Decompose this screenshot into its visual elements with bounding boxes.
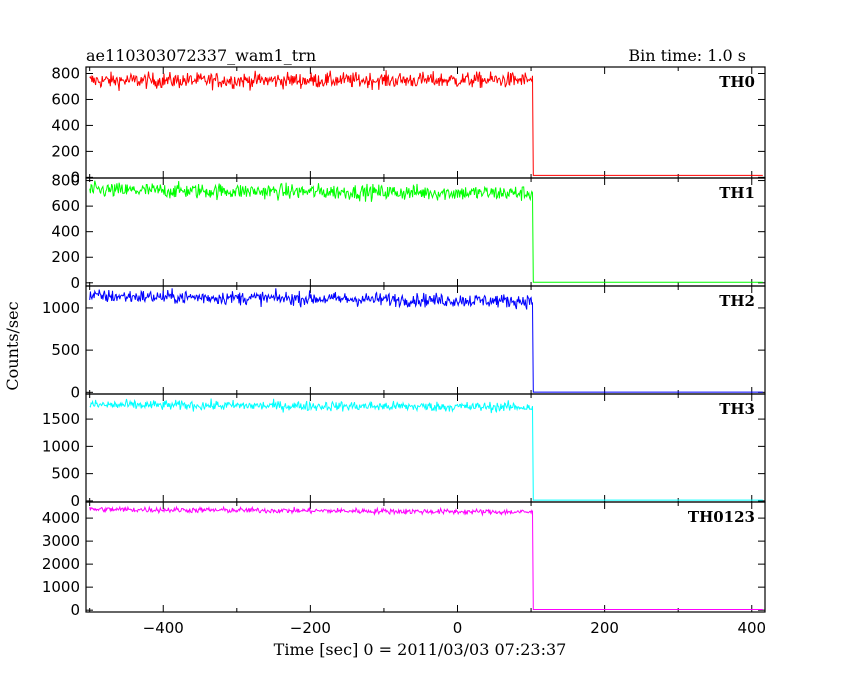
y-axis-label: Counts/sec [3, 301, 22, 390]
series-label-th0: TH0 [719, 73, 755, 91]
x-tick-label: 0 [453, 619, 463, 637]
series-line-th3 [89, 398, 763, 501]
y-tick-label: 0 [70, 492, 80, 510]
y-tick-label: 1000 [42, 299, 80, 317]
series-label-th3: TH3 [719, 400, 755, 418]
y-tick-label: 1000 [42, 578, 80, 596]
panel-frame-th0 [85, 66, 766, 179]
chart-title: ae110303072337_wam1_trn [86, 46, 316, 65]
panel-frame-th3 [85, 393, 766, 503]
y-tick-label: 0 [70, 274, 80, 292]
y-tick-label: 200 [51, 248, 80, 266]
y-tick-label: 0 [70, 601, 80, 619]
y-tick-label: 3000 [42, 532, 80, 550]
series-line-th2 [89, 288, 763, 393]
series-line-th0123 [89, 505, 763, 610]
y-tick-label: 600 [51, 197, 80, 215]
y-tick-label: 500 [51, 341, 80, 359]
y-tick-label: 500 [51, 465, 80, 483]
series-label-th1: TH1 [719, 184, 755, 202]
x-tick-label: −400 [143, 619, 184, 637]
x-axis-label: Time [sec] 0 = 2011/03/03 07:23:37 [274, 640, 567, 659]
series-label-th0123: TH0123 [688, 508, 755, 526]
panel-frame-th0123 [85, 501, 766, 613]
x-tick-label: −200 [290, 619, 331, 637]
y-tick-label: 0 [70, 168, 80, 186]
x-tick-label: 200 [590, 619, 619, 637]
y-tick-label: 400 [51, 116, 80, 134]
y-tick-label: 2000 [42, 555, 80, 573]
y-tick-label: 1000 [42, 437, 80, 455]
y-tick-label: 1500 [42, 410, 80, 428]
y-tick-label: 200 [51, 142, 80, 160]
panels-group: 0 200 400 600 800 TH0 0 200 400 600 800 TH1 0 500 1000… [42, 64, 766, 637]
series-label-th2: TH2 [719, 292, 755, 310]
series-line-th1 [89, 180, 763, 283]
x-tick-label: 400 [737, 619, 766, 637]
y-tick-label: 400 [51, 223, 80, 241]
y-tick-label: 800 [51, 172, 80, 190]
y-tick-label: 800 [51, 64, 80, 82]
y-tick-label: 4000 [42, 509, 80, 527]
series-line-th0 [89, 70, 763, 176]
y-tick-label: 0 [70, 383, 80, 401]
chart-subtitle: Bin time: 1.0 s [628, 46, 746, 65]
y-tick-label: 600 [51, 90, 80, 108]
